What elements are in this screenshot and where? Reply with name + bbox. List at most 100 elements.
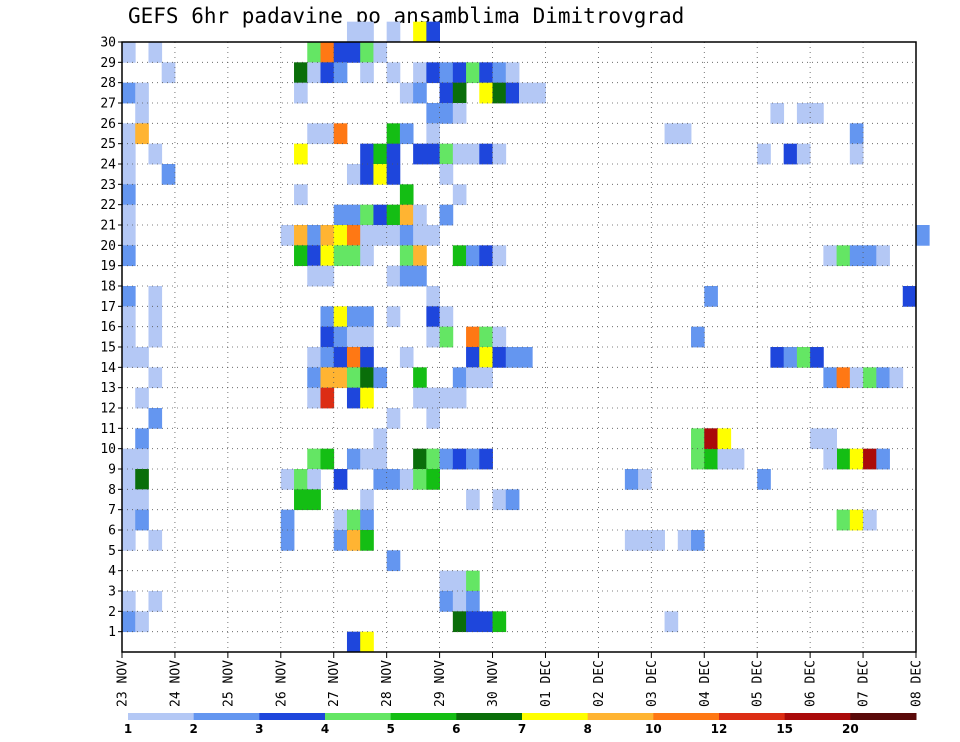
colorbar-segment [259,713,326,720]
precip-cell [426,123,440,145]
precip-cell [122,184,136,206]
precip-cell [466,326,480,348]
precip-cell [399,469,414,490]
precip-cell [135,123,149,145]
precip-cell [532,82,546,104]
precip-cell [492,82,507,104]
precip-cell [135,489,149,511]
precip-cell [426,143,440,165]
x-tick-label: 24 NOV [168,660,183,707]
precip-cell [280,530,295,551]
precip-cell [492,245,507,267]
precip-cell [413,82,427,104]
precip-cell [333,326,348,348]
precip-cell [399,204,414,226]
precip-cell [439,591,454,612]
precip-cell [320,387,335,409]
x-tick-label: 30 NOV [486,660,501,707]
y-tick-label: 29 [100,56,116,71]
precip-cell [836,448,851,470]
precip-cell [122,509,136,531]
precip-cell [426,21,440,43]
precip-cell [439,204,454,226]
precip-cell [677,530,692,551]
precip-cell [135,103,149,124]
precip-cell [691,428,705,450]
x-tick-label: 01 DEC [539,660,554,707]
precip-cell [386,21,401,43]
precip-cell [386,469,401,490]
y-tick-label: 25 [100,137,116,152]
precip-cell [360,631,374,653]
precip-cell [426,387,440,409]
precip-cell [122,306,136,328]
precip-cell [360,164,374,185]
y-tick-label: 12 [100,402,116,417]
precip-cell [333,123,348,145]
precip-cell [135,469,149,490]
precip-cell [413,143,427,165]
precip-cell [360,21,374,43]
y-tick-label: 9 [108,463,116,478]
precip-cell [386,62,401,84]
precip-cell [519,347,533,368]
precip-cell [346,326,361,348]
precip-cell [823,245,837,267]
precip-cell [386,123,401,145]
colorbar-segment [587,713,654,720]
precip-cell [148,367,163,389]
precip-cell [479,367,493,389]
colorbar-segment [325,713,392,720]
precip-cell [730,448,745,470]
x-tick-label: 04 DEC [698,660,713,707]
colorbar: 1 2 3 4 5 6 7 8 10 12 15 20 [124,713,917,736]
precip-cell [413,204,427,226]
precip-cell [810,347,824,368]
y-tick-label: 15 [100,341,116,356]
precip-cell [426,62,440,84]
precip-cell [148,306,163,328]
precip-cell [413,265,427,287]
precip-cell [373,164,388,185]
precip-cell [717,448,732,470]
colorbar-segment [390,713,457,720]
precip-cell [386,265,401,287]
precip-cell [294,62,308,84]
precip-cell [452,591,467,612]
precip-cell [677,123,692,145]
precip-cell [122,469,136,490]
precip-cell [386,408,401,429]
precip-cell [333,306,348,328]
y-tick-label: 3 [108,585,116,600]
precip-cell [333,530,348,551]
precip-cell [386,204,401,226]
precip-cell [836,245,851,267]
precip-cell [122,530,136,551]
precip-cell [492,143,507,165]
precip-cell [320,448,335,470]
precip-cell [466,347,480,368]
precip-cell [439,62,454,84]
precip-cell [889,367,904,389]
precip-cell [466,570,480,592]
precip-cell [823,428,837,450]
precip-cell [161,164,176,185]
y-tick-label: 18 [100,280,116,295]
precip-cell [863,448,877,470]
precip-cell [135,428,149,450]
y-tick-label: 23 [100,178,116,193]
precip-cell [360,306,374,328]
precip-cell [294,225,308,246]
precip-cell [386,306,401,328]
x-tick-label: 08 DEC [910,660,925,707]
precip-cell [413,469,427,490]
precip-cell [399,225,414,246]
x-tick-label: 07 DEC [857,660,872,707]
precip-cell [346,204,361,226]
y-tick-label: 6 [108,524,116,539]
precip-cell [439,326,454,348]
y-tick-label: 26 [100,117,116,132]
precip-cell [505,62,520,84]
precip-cell [466,448,480,470]
precip-cell [704,448,718,470]
